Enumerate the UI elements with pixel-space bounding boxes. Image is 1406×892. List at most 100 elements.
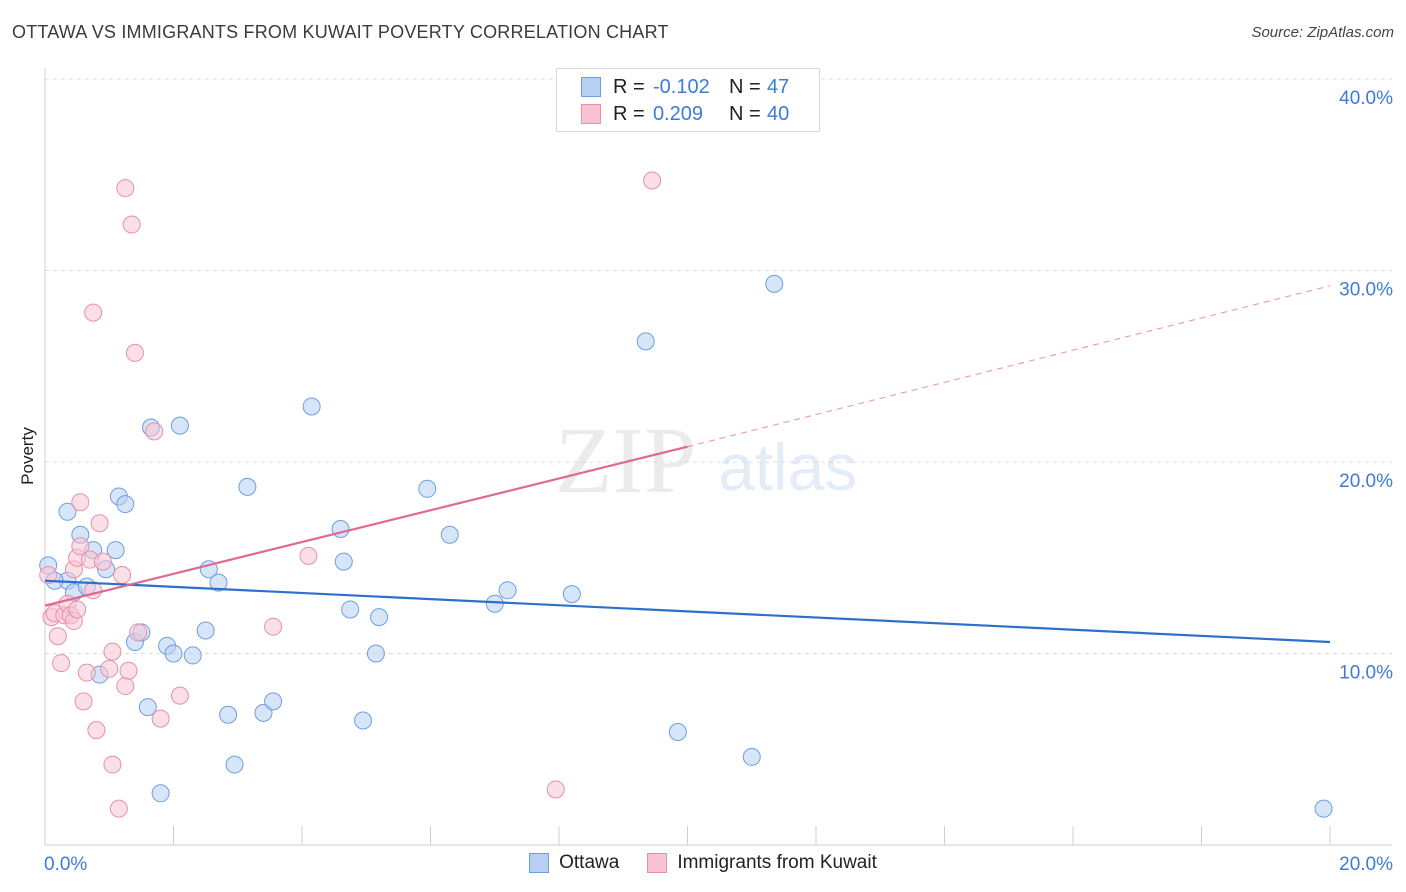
kuwait-point <box>643 171 662 190</box>
watermark: ZIP atlas <box>555 409 857 513</box>
kuwait-legend-label: Immigrants from Kuwait <box>677 852 877 873</box>
ottawa-point <box>440 525 459 544</box>
x-tick-label: 0.0% <box>44 854 87 875</box>
gridlines <box>45 78 1392 654</box>
ottawa-point <box>238 477 257 496</box>
ottawa-point <box>334 552 353 571</box>
kuwait-point <box>113 565 132 584</box>
kuwait-point <box>52 654 71 673</box>
y-tick-label: 40.0% <box>1339 88 1393 109</box>
series-legend: Ottawa Immigrants from Kuwait <box>0 852 1406 874</box>
ottawa-point <box>341 600 360 619</box>
n-label: N = <box>729 75 761 98</box>
kuwait-point <box>109 799 128 818</box>
kuwait-point <box>116 677 135 696</box>
correlation-legend: R = -0.102 N = 47 R = 0.209 N = 40 <box>556 68 820 132</box>
ottawa-point <box>354 711 373 730</box>
ottawa-point <box>302 397 321 416</box>
series-ottawa <box>39 274 1333 818</box>
kuwait-point <box>264 617 283 636</box>
kuwait-point <box>125 343 144 362</box>
axes <box>44 68 1392 846</box>
kuwait-point <box>68 600 87 619</box>
ottawa-point <box>370 608 389 627</box>
ottawa-n-value: 47 <box>767 75 790 98</box>
ottawa-point <box>366 644 385 663</box>
ottawa-point <box>498 581 517 600</box>
legend-item-kuwait: Immigrants from Kuwait <box>647 852 877 874</box>
kuwait-point <box>103 642 122 661</box>
kuwait-point <box>100 659 119 678</box>
ottawa-point <box>562 585 581 604</box>
tick-labels: 10.0% 20.0% 30.0% 40.0% 0.0% 20.0% <box>44 88 1393 875</box>
y-tick-label: 10.0% <box>1339 663 1393 684</box>
ottawa-legend-swatch <box>529 853 550 873</box>
y-tick-label: 20.0% <box>1339 471 1393 492</box>
kuwait-point <box>122 215 141 234</box>
series-kuwait <box>39 171 662 818</box>
ottawa-point <box>765 274 784 293</box>
kuwait-point <box>151 709 170 728</box>
kuwait-point <box>71 493 90 512</box>
ottawa-point <box>170 416 189 435</box>
legend-row-kuwait: R = 0.209 N = 40 <box>581 102 789 126</box>
ottawa-swatch <box>581 77 601 97</box>
kuwait-point <box>77 663 96 682</box>
kuwait-point <box>116 179 135 198</box>
ottawa-point <box>636 332 655 351</box>
r-label: R = <box>613 102 645 125</box>
ottawa-point <box>196 621 215 640</box>
r-label: R = <box>613 75 645 98</box>
kuwait-trend-line <box>44 445 688 607</box>
ottawa-point <box>151 784 170 803</box>
kuwait-point <box>546 780 565 799</box>
ottawa-point <box>1314 799 1333 818</box>
kuwait-point <box>103 755 122 774</box>
kuwait-point <box>90 514 109 533</box>
kuwait-point <box>170 686 189 705</box>
ottawa-point <box>418 479 437 498</box>
legend-item-ottawa: Ottawa <box>529 852 619 874</box>
ottawa-point <box>254 703 273 722</box>
x-tick-label: 20.0% <box>1339 854 1393 875</box>
ottawa-point <box>106 541 125 560</box>
ottawa-point <box>219 705 238 724</box>
kuwait-point <box>84 303 103 322</box>
ottawa-point <box>209 573 228 592</box>
legend-row-ottawa: R = -0.102 N = 47 <box>581 75 789 99</box>
y-tick-label: 30.0% <box>1339 280 1393 301</box>
kuwait-n-value: 40 <box>767 102 790 125</box>
n-label: N = <box>729 102 761 125</box>
kuwait-r-value: 0.209 <box>653 102 704 125</box>
ottawa-legend-label: Ottawa <box>559 852 620 873</box>
ottawa-point <box>138 698 157 717</box>
kuwait-point <box>119 661 138 680</box>
kuwait-point <box>129 623 148 642</box>
ottawa-point <box>264 692 283 711</box>
ottawa-trend-line <box>44 579 1331 644</box>
ottawa-point <box>225 755 244 774</box>
watermark-atlas: atlas <box>718 430 857 504</box>
kuwait-point <box>48 627 67 646</box>
kuwait-point <box>145 422 164 441</box>
kuwait-legend-swatch <box>647 853 668 873</box>
ottawa-point <box>183 646 202 665</box>
source-label: Source: ZipAtlas.com <box>1251 24 1394 41</box>
kuwait-point <box>39 565 58 584</box>
kuwait-point <box>71 537 90 556</box>
kuwait-point <box>74 692 93 711</box>
ottawa-point <box>668 723 687 742</box>
ottawa-point <box>742 747 761 766</box>
y-axis-label: Poverty <box>18 427 37 485</box>
kuwait-point <box>299 546 318 565</box>
trend-lines <box>44 285 1331 644</box>
kuwait-point <box>87 721 106 740</box>
chart-title: OTTAWA VS IMMIGRANTS FROM KUWAIT POVERTY… <box>12 22 669 42</box>
kuwait-swatch <box>581 104 601 124</box>
kuwait-trend-extension <box>687 285 1331 448</box>
ottawa-point <box>116 495 135 514</box>
ottawa-point <box>485 594 504 613</box>
kuwait-point <box>93 552 112 571</box>
ottawa-r-value: -0.102 <box>653 75 710 98</box>
